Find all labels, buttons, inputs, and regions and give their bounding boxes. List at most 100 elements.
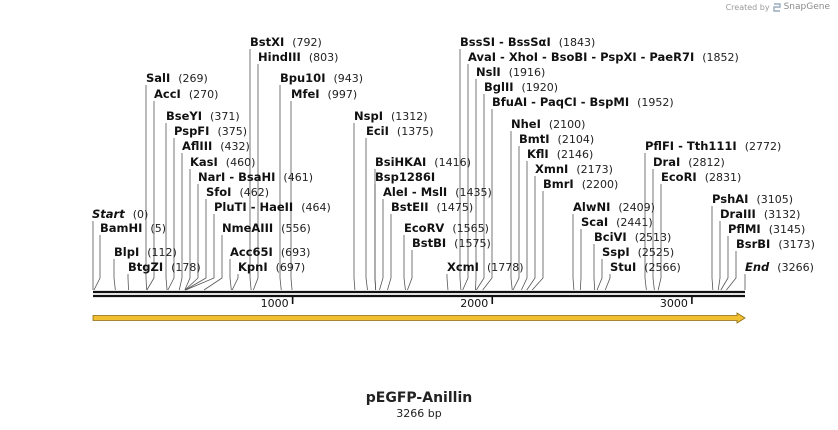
enzyme-name: BsiHKAI — [375, 155, 426, 169]
site-label-afliii[interactable]: AflIII (432) — [182, 139, 250, 153]
site-label-kfli[interactable]: KflI (2146) — [527, 147, 593, 161]
site-label-bfuai[interactable]: BfuAI - PaqCI - BspMI (1952) — [492, 95, 674, 109]
site-label-pspfi[interactable]: PspFI (375) — [174, 124, 247, 138]
site-label-bamhi[interactable]: BamHI (5) — [100, 221, 166, 235]
site-label-sali[interactable]: SalI (269) — [146, 71, 208, 85]
enzyme-name: Tth111I — [687, 139, 737, 153]
leader-line-acc65i — [229, 259, 232, 291]
site-label-alwni[interactable]: AlwNI (2409) — [573, 200, 655, 214]
enzyme-name: NmeAIII — [222, 221, 273, 235]
enzyme-name: BssSI — [460, 35, 495, 49]
site-label-xmni[interactable]: XmnI (2173) — [535, 162, 613, 176]
enzyme-name: AflIII — [182, 139, 212, 153]
enzyme-name: BseYI — [166, 109, 202, 123]
site-label-bsssi[interactable]: BssSI - BssSαI (1843) — [460, 35, 595, 49]
enzyme-name: BamHI — [100, 221, 142, 235]
site-position: (2525) — [638, 246, 675, 259]
site-label-ecorv[interactable]: EcoRV (1565) — [404, 221, 489, 235]
leader-line-afliii — [178, 153, 183, 291]
site-label-bstxi[interactable]: BstXI (792) — [250, 35, 322, 49]
site-position: (697) — [276, 261, 306, 274]
leader-line-btgzi — [127, 274, 129, 291]
site-position: (2513) — [635, 231, 672, 244]
site-label-nsli[interactable]: NslI (1916) — [476, 65, 545, 79]
feature-arrow[interactable] — [92, 312, 746, 324]
credit-brand: SnapGene — [783, 2, 830, 12]
leader-line-bpu10i — [279, 85, 282, 291]
leader-line-drai — [652, 169, 655, 291]
site-position: (1375) — [397, 125, 434, 138]
enzyme-name: AlwNI — [573, 200, 610, 214]
site-label-bsihkai[interactable]: BsiHKAI (1416) — [375, 155, 471, 169]
site-label-bmti[interactable]: BmtI (2104) — [519, 132, 594, 146]
site-label-ecii[interactable]: EciI (1375) — [366, 124, 433, 138]
site-label-acc65i[interactable]: Acc65I (693) — [230, 245, 310, 259]
plasmid-length: 3266 bp — [396, 407, 442, 420]
site-position: (2772) — [745, 140, 782, 153]
leader-line-hindiii — [252, 64, 259, 291]
site-label-bmri[interactable]: BmrI (2200) — [543, 177, 618, 191]
feature-arrow-shape[interactable] — [92, 312, 746, 324]
enzyme-name: PluTI — [214, 200, 247, 214]
site-label-sfoi[interactable]: SfoI (462) — [206, 185, 269, 199]
leader-line-bglii — [475, 94, 485, 291]
enzyme-name: AccI — [154, 87, 181, 101]
site-label-hindiii[interactable]: HindIII (803) — [258, 50, 338, 64]
leader-line-kfli — [521, 161, 528, 291]
site-label-alei[interactable]: AleI - MslI (1435) — [383, 185, 492, 199]
site-label-bglii[interactable]: BglII (1920) — [484, 80, 558, 94]
site-label-pshai[interactable]: PshAI (3105) — [712, 192, 793, 206]
site-label-sspi[interactable]: SspI (2525) — [602, 245, 674, 259]
site-label-scai[interactable]: ScaI (2441) — [581, 215, 653, 229]
enzyme-name: PspFI — [174, 124, 209, 138]
site-label-bstbi[interactable]: BstBI (1575) — [412, 236, 491, 250]
enzyme-name: KflI — [527, 147, 549, 161]
site-label-pflfi[interactable]: PflFI - Tth111I (2772) — [645, 139, 781, 153]
leader-line-nhei — [510, 131, 513, 291]
site-label-acci[interactable]: AccI (270) — [154, 87, 218, 101]
enzyme-name: BsrBI — [736, 237, 770, 251]
site-label-mfei[interactable]: MfeI (997) — [291, 87, 357, 101]
site-label-bpu10i[interactable]: Bpu10I (943) — [280, 71, 363, 85]
enzyme-name: PspXI — [600, 50, 636, 64]
site-label-bsteii[interactable]: BstEII (1475) — [391, 200, 473, 214]
leader-line-nspi — [353, 123, 356, 291]
leader-line-bsp1286i — [374, 184, 377, 291]
site-label-nspi[interactable]: NspI (1312) — [354, 109, 428, 123]
site-position: (269) — [178, 72, 208, 85]
enzyme-name: Bpu10I — [280, 71, 325, 85]
site-position: (2441) — [616, 216, 653, 229]
site-position: (3105) — [756, 193, 793, 206]
site-label-blpi[interactable]: BlpI (112) — [114, 245, 177, 259]
site-position: (1416) — [434, 156, 471, 169]
enzyme-name: NspI — [354, 109, 383, 123]
site-position: (1843) — [559, 36, 596, 49]
site-label-btgzi[interactable]: BtgZI (178) — [128, 260, 201, 274]
site-label-nari[interactable]: NarI - BsaHI (461) — [198, 170, 313, 184]
site-label-avai[interactable]: AvaI - XhoI - BsoBI - PspXI - PaeR7I (185… — [468, 50, 739, 64]
leader-line-acci — [146, 101, 155, 291]
enzyme-name: XhoI — [509, 50, 538, 64]
site-label-bsrbi[interactable]: BsrBI (3173) — [736, 237, 815, 251]
site-label-nhei[interactable]: NheI (2100) — [511, 117, 585, 131]
site-label-pflmi[interactable]: PflMI (3145) — [728, 222, 805, 236]
enzyme-name: HaeII — [259, 200, 293, 214]
site-label-draiii[interactable]: DraIII (3132) — [720, 207, 800, 221]
site-label-bsp1286i[interactable]: Bsp1286I — [375, 170, 435, 184]
site-label-ecori[interactable]: EcoRI (2831) — [661, 170, 741, 184]
site-position: (1916) — [509, 66, 546, 79]
leader-line-bstxi — [249, 49, 252, 291]
site-label-bseyi[interactable]: BseYI (371) — [166, 109, 240, 123]
site-label-xcmi[interactable]: XcmI (1778) — [447, 260, 524, 274]
site-label-stui[interactable]: StuI (2566) — [610, 260, 681, 274]
site-position: (556) — [281, 222, 311, 235]
site-label-drai[interactable]: DraI (2812) — [653, 155, 725, 169]
enzyme-name: DraIII — [720, 207, 756, 221]
site-label-pluti[interactable]: PluTI - HaeII (464) — [214, 200, 331, 214]
tick-label: 1000 — [261, 297, 289, 310]
site-label-kpni[interactable]: KpnI (697) — [238, 260, 305, 274]
site-label-bcivi[interactable]: BciVI (2513) — [594, 230, 671, 244]
site-label-kasi[interactable]: KasI (460) — [190, 155, 255, 169]
enzyme-name: PflFI — [645, 139, 674, 153]
site-label-nmeaiii[interactable]: NmeAIII (556) — [222, 221, 311, 235]
